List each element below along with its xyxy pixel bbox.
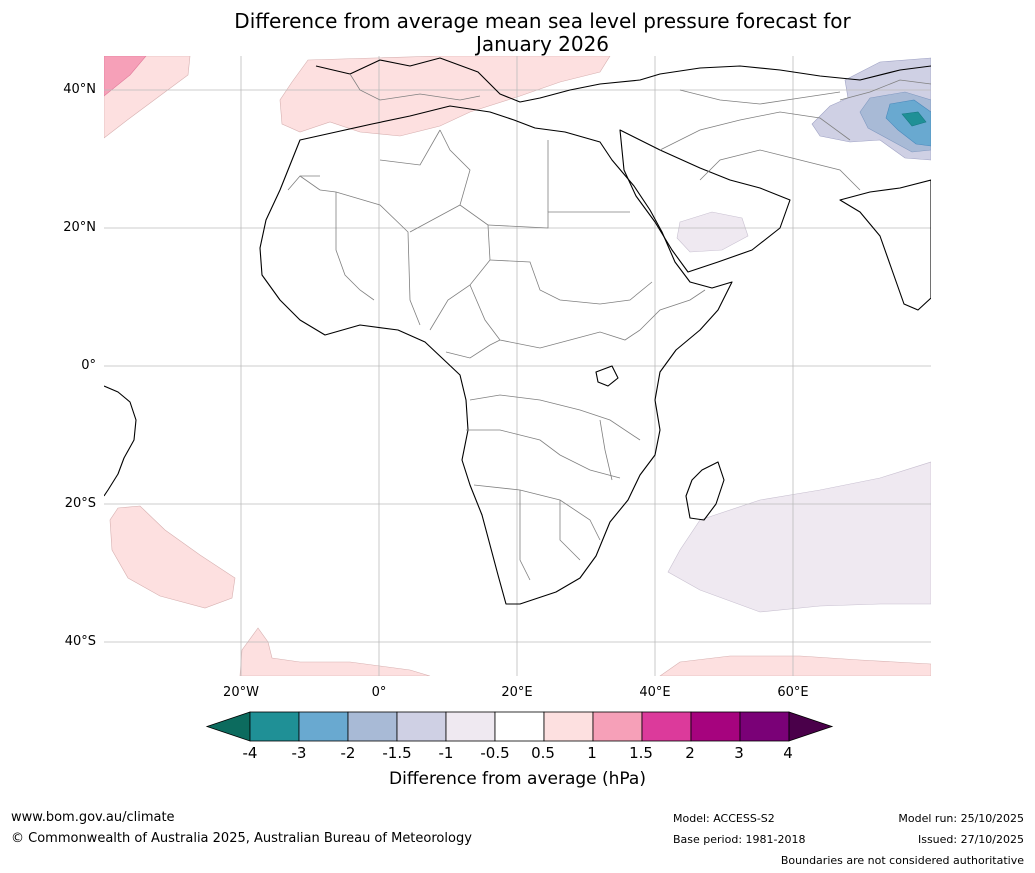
positive-anomaly-southern-ocean-west bbox=[239, 627, 431, 676]
colorbar-tick-label: 1.5 bbox=[629, 744, 653, 762]
lon-label-40E: 40°E bbox=[639, 685, 671, 700]
south-america-coastline bbox=[104, 385, 137, 497]
footer-url[interactable]: www.bom.gov.au/climate bbox=[11, 810, 175, 825]
colorbar-swatch bbox=[690, 711, 741, 742]
lon-label-20W: 20°W bbox=[223, 685, 259, 700]
colorbar-swatch bbox=[347, 711, 398, 742]
lon-label-60E: 60°E bbox=[777, 685, 809, 700]
colorbar-tick-label: -4 bbox=[242, 744, 258, 762]
africa-coastline bbox=[259, 105, 733, 605]
map-title-line2: January 2026 bbox=[475, 32, 610, 56]
lat-label-20S: 20°S bbox=[64, 496, 96, 511]
negative-anomaly-asia-strong bbox=[885, 99, 931, 147]
colorbar-swatch bbox=[396, 711, 447, 742]
colorbar-swatch bbox=[543, 711, 594, 742]
positive-anomaly-south-atlantic bbox=[109, 505, 236, 609]
colorbar-title: Difference from average (hPa) bbox=[389, 769, 646, 789]
footer-model-run: Model run: 25/10/2025 bbox=[898, 812, 1024, 825]
colorbar-swatch bbox=[249, 711, 300, 742]
colorbar-swatch bbox=[494, 711, 545, 742]
anomaly-shading bbox=[104, 56, 931, 676]
colorbar-extend-low bbox=[205, 711, 251, 742]
country-borders bbox=[287, 73, 931, 581]
colorbar-tick-label: -3 bbox=[291, 744, 307, 762]
colorbar-tick-label: 2 bbox=[685, 744, 695, 762]
colorbar-tick-label: 0.5 bbox=[531, 744, 555, 762]
footer-disclaimer: Boundaries are not considered authoritat… bbox=[780, 854, 1024, 867]
lat-label-40S: 40°S bbox=[64, 634, 96, 649]
colorbar-tick-label: -2 bbox=[340, 744, 356, 762]
footer-issued: Issued: 27/10/2025 bbox=[917, 833, 1024, 846]
europe-coastline bbox=[315, 57, 931, 103]
colorbar-extend-high bbox=[788, 711, 834, 742]
map-title-line1: Difference from average mean sea level p… bbox=[234, 9, 851, 33]
colorbar-swatch bbox=[445, 711, 496, 742]
india-coastline bbox=[839, 179, 931, 311]
lake-victoria bbox=[595, 365, 619, 387]
lat-label-20N: 20°N bbox=[63, 220, 96, 235]
colorbar bbox=[205, 711, 834, 742]
positive-anomaly-southern-ocean-east bbox=[659, 655, 931, 676]
negative-anomaly-asia-core bbox=[901, 111, 927, 127]
lon-label-20E: 20°E bbox=[501, 685, 533, 700]
colorbar-tick-label: 1 bbox=[587, 744, 597, 762]
footer-model: Model: ACCESS-S2 bbox=[673, 812, 775, 825]
colorbar-tick-label: -0.5 bbox=[480, 744, 510, 762]
negative-anomaly-arabia bbox=[676, 211, 749, 253]
colorbar-swatch bbox=[739, 711, 790, 742]
lat-label-0: 0° bbox=[81, 358, 96, 373]
lat-label-40N: 40°N bbox=[63, 82, 96, 97]
graticule bbox=[104, 56, 931, 676]
negative-anomaly-indian-ocean bbox=[667, 461, 931, 613]
positive-anomaly-north-atlantic-core bbox=[104, 56, 147, 97]
arabia-coastline bbox=[619, 129, 791, 273]
colorbar-tick-label: -1.5 bbox=[382, 744, 412, 762]
map-title: Difference from average mean sea level p… bbox=[0, 10, 1035, 56]
coastlines bbox=[104, 57, 931, 605]
positive-anomaly-mediterranean bbox=[279, 56, 611, 137]
colorbar-tick-label: -1 bbox=[438, 744, 454, 762]
colorbar-swatch bbox=[592, 711, 643, 742]
colorbar-swatch bbox=[298, 711, 349, 742]
madagascar-coastline bbox=[685, 461, 725, 521]
lon-label-0: 0° bbox=[371, 685, 387, 700]
colorbar-tick-label: 3 bbox=[734, 744, 744, 762]
footer-base-period: Base period: 1981-2018 bbox=[673, 833, 806, 846]
colorbar-tick-label: 4 bbox=[783, 744, 793, 762]
footer-copyright: © Commonwealth of Australia 2025, Austra… bbox=[11, 831, 472, 846]
colorbar-swatch bbox=[641, 711, 692, 742]
